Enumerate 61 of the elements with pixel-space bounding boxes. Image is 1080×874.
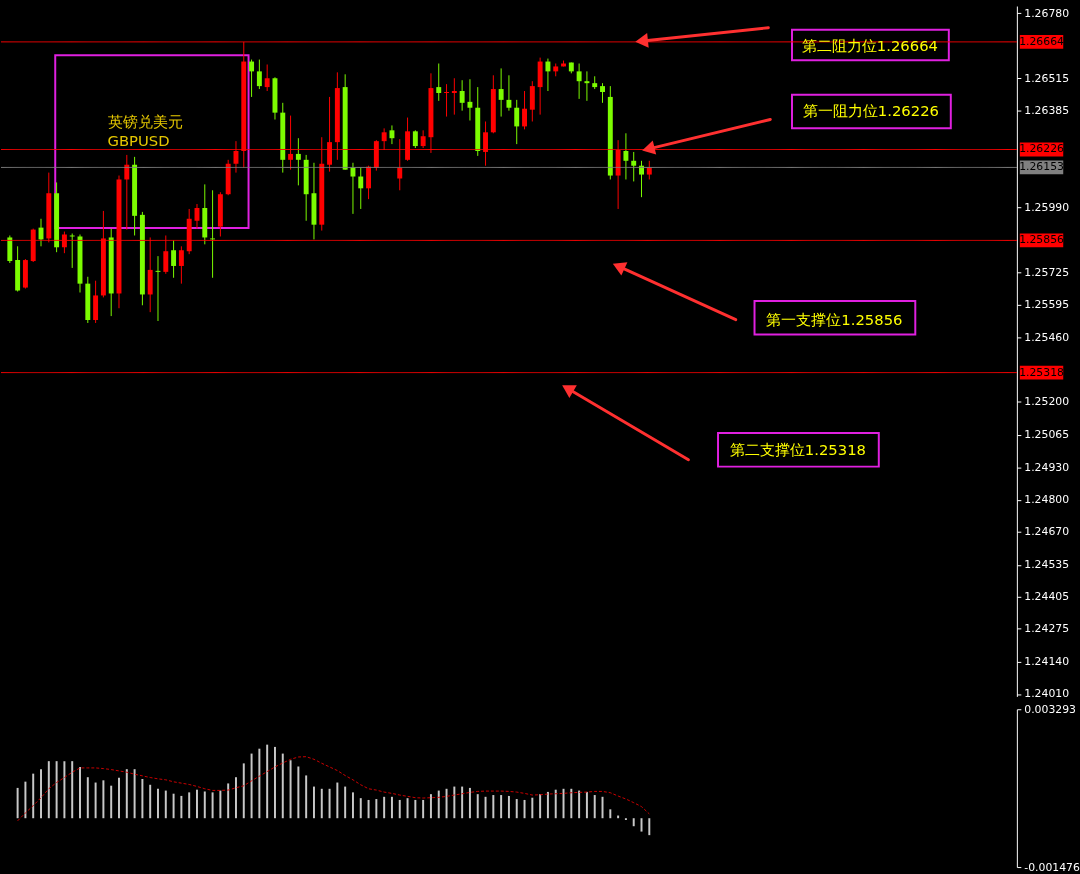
annotation: 第一阻力位1.26226	[802, 102, 939, 120]
candlestick	[69, 233, 75, 269]
y-tick-label: 1.24535	[1024, 558, 1070, 572]
ref-line-label: 1.26226	[1019, 142, 1065, 156]
y-tick-label: 1.24275	[1024, 622, 1070, 636]
candlestick	[210, 189, 216, 279]
candlestick	[631, 151, 637, 182]
candlestick	[514, 99, 520, 145]
annotation: GBPUSD	[107, 132, 170, 150]
y-tick-label: 1.24010	[1024, 687, 1070, 701]
y-tick-label: 1.25725	[1024, 266, 1070, 280]
candlestick	[529, 80, 535, 122]
candlestick	[506, 74, 512, 112]
y-tick-label: 0.003293	[1024, 702, 1077, 716]
candlestick	[7, 235, 13, 264]
y-tick-label: 1.26515	[1024, 71, 1070, 85]
candlestick	[256, 59, 262, 90]
y-tick-label: 1.25990	[1024, 200, 1070, 214]
y-tick-label: 1.25460	[1024, 331, 1070, 345]
y-tick-label: 1.25200	[1024, 395, 1070, 409]
y-tick-label: 1.24140	[1024, 655, 1070, 669]
candlestick	[389, 124, 395, 145]
candlestick	[366, 165, 372, 200]
y-tick-label: 1.24670	[1024, 525, 1070, 539]
annotation: 英镑兑美元	[107, 113, 183, 131]
y-tick-label: 1.25595	[1024, 297, 1070, 311]
candlestick	[498, 67, 504, 118]
candlestick	[249, 59, 255, 98]
ref-line-label: 1.26153	[1019, 160, 1065, 174]
candlestick	[584, 70, 590, 102]
candlestick	[358, 167, 364, 210]
y-tick-label: -0.001476	[1024, 860, 1080, 874]
candlestick	[545, 58, 551, 92]
candlestick	[623, 132, 629, 180]
candlestick	[522, 90, 527, 130]
candlestick	[451, 77, 457, 116]
line-series	[17, 756, 650, 822]
y-tick-label: 1.26385	[1024, 103, 1070, 117]
ref-line-label: 1.25318	[1019, 365, 1065, 379]
annotation: 第二阻力位1.26664	[801, 37, 938, 55]
y-tick-label: 1.25065	[1024, 428, 1070, 442]
candlestick	[350, 162, 356, 215]
candlestick	[646, 160, 652, 180]
candlestick	[467, 78, 473, 122]
candlestick	[171, 239, 177, 279]
y-tick-label: 1.24405	[1024, 590, 1070, 604]
y-tick-label: 1.24930	[1024, 461, 1070, 475]
y-tick-label: 1.26780	[1024, 6, 1070, 20]
y-tick-label: 1.24800	[1024, 493, 1070, 507]
candlestick	[576, 63, 582, 100]
ref-line-label: 1.25856	[1019, 233, 1065, 247]
annotation: 第一支撑位1.25856	[766, 310, 903, 328]
candlestick	[264, 63, 270, 92]
candlestick	[178, 245, 184, 285]
candlestick	[459, 79, 465, 112]
candlestick	[639, 160, 644, 198]
candlestick	[436, 63, 442, 102]
candlestick	[295, 137, 301, 186]
annotation: 第二支撑位1.25318	[729, 440, 866, 458]
candlestick	[600, 82, 605, 104]
candlestick	[444, 83, 450, 118]
